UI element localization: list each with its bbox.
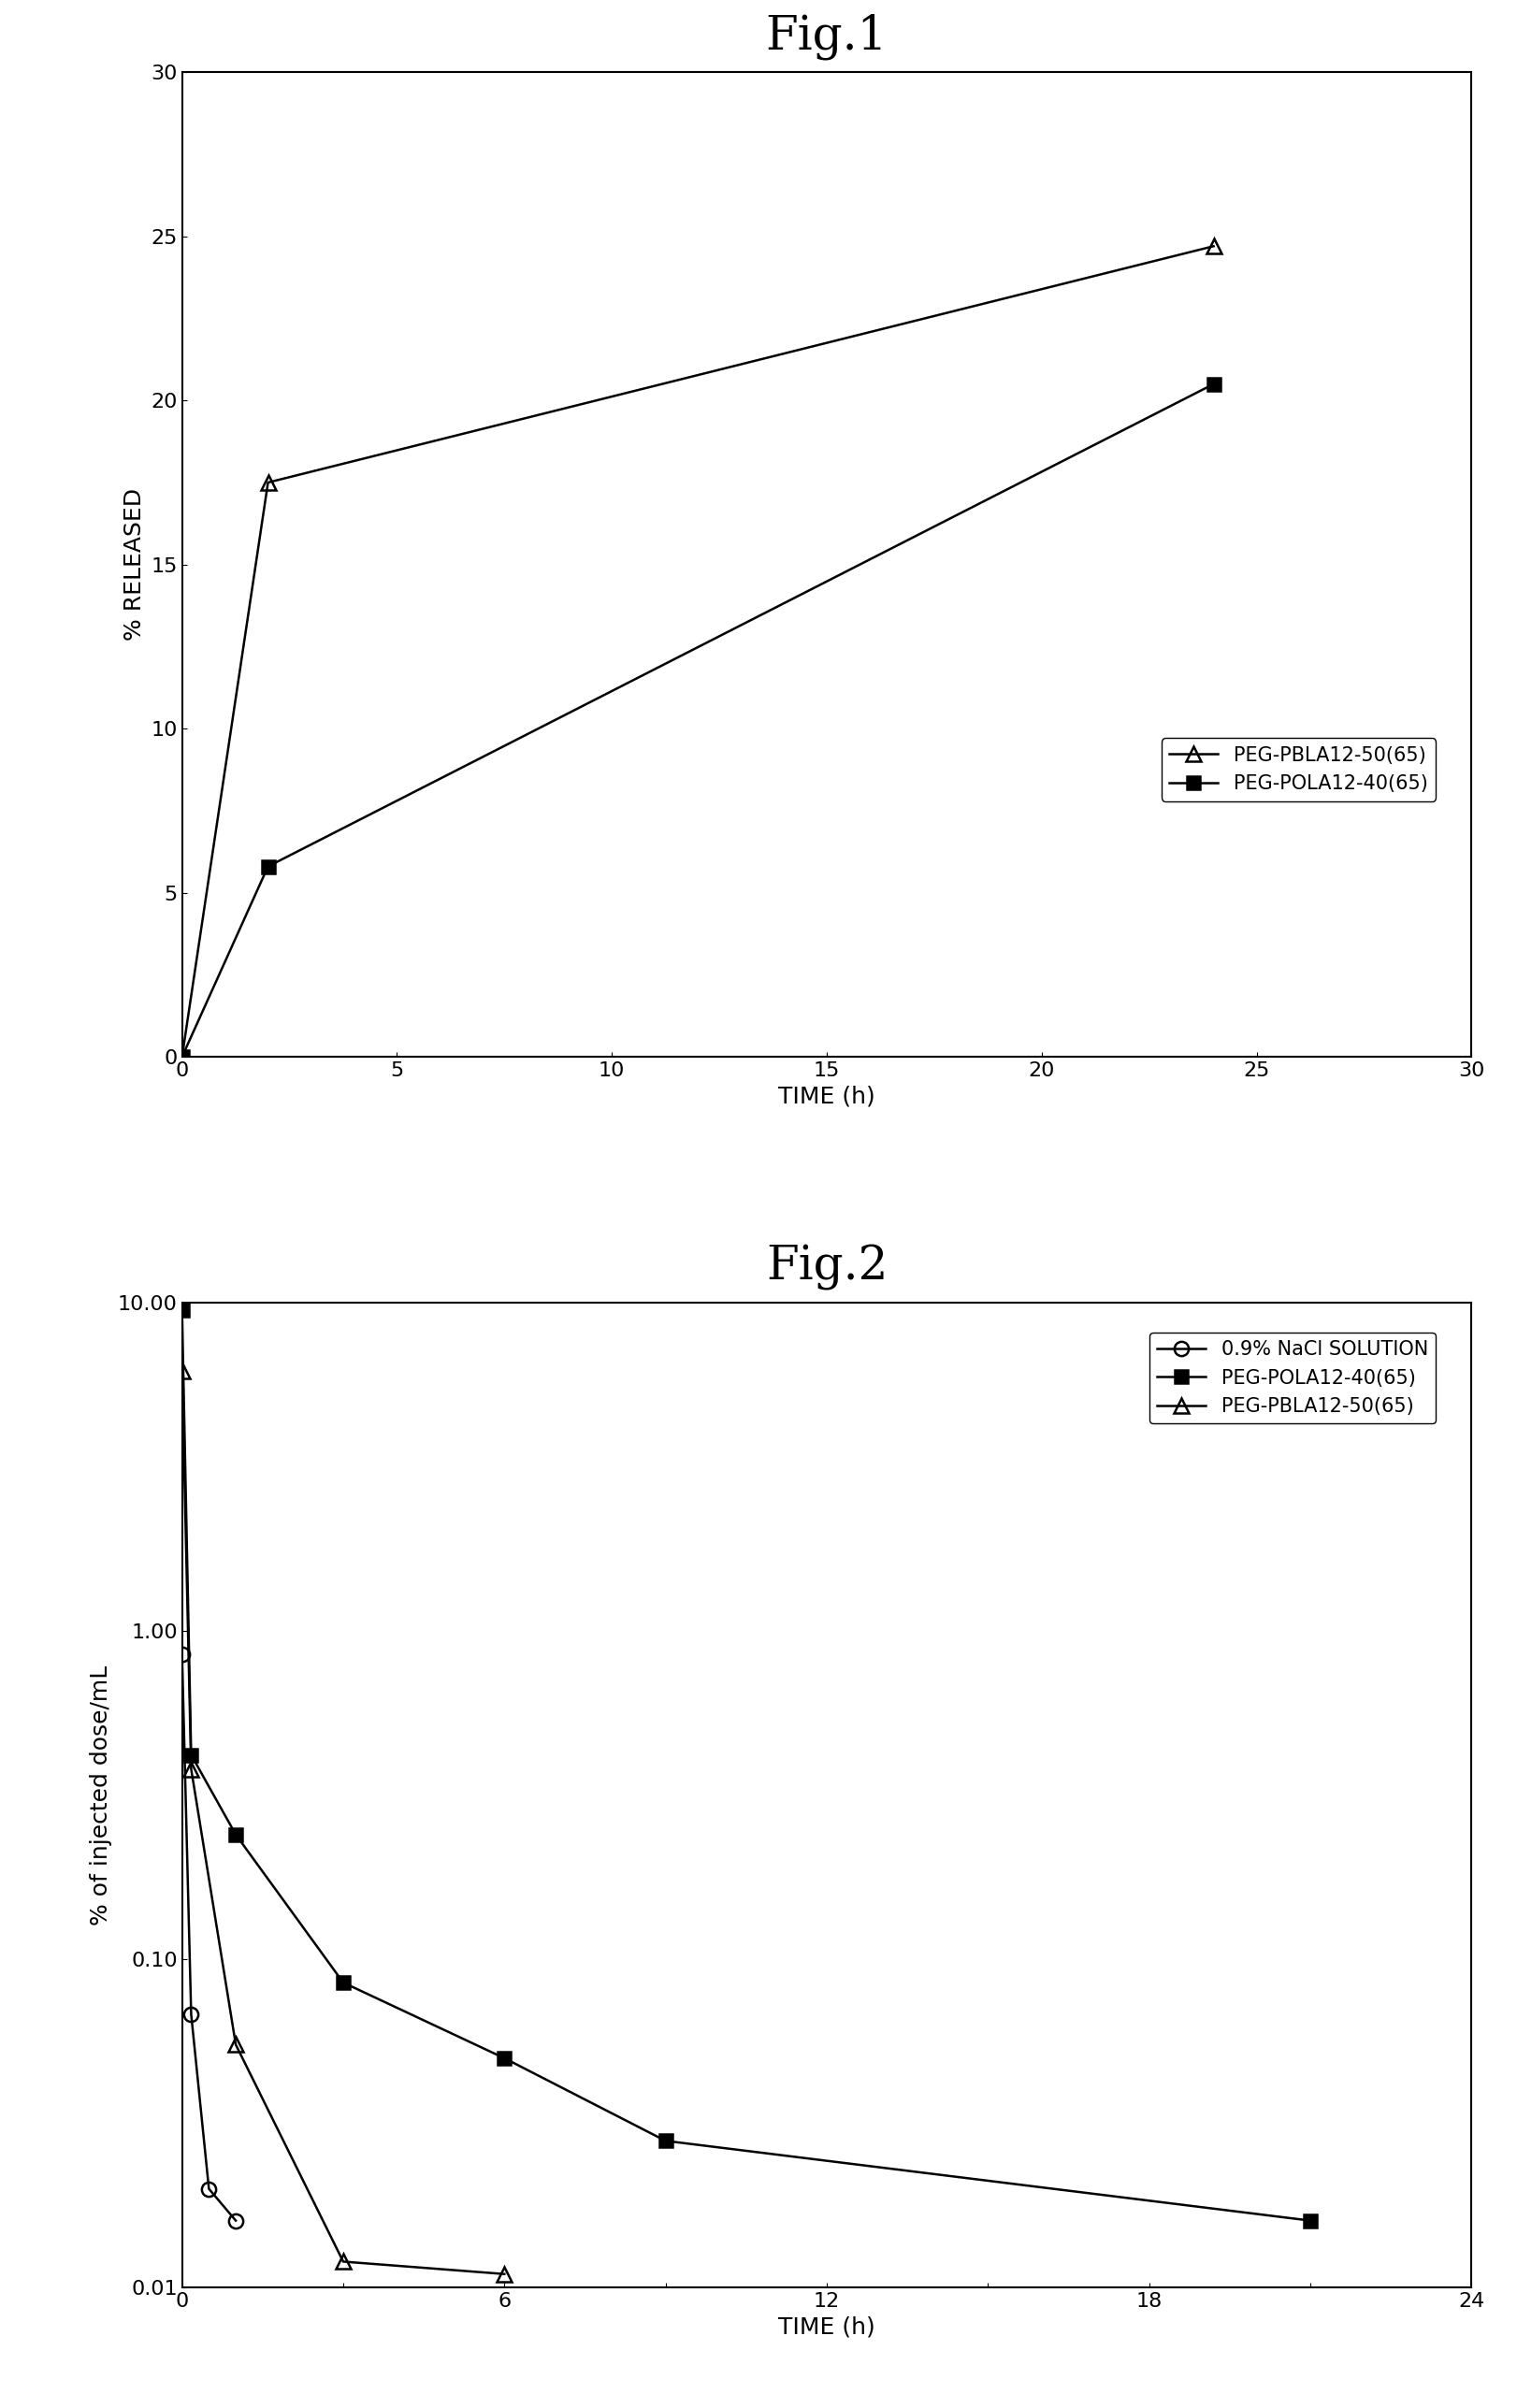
PEG-POLA12-40(65) bbox=[173, 1296, 191, 1324]
PEG-PBLA12-50(65) bbox=[495, 2259, 513, 2288]
Legend: PEG-PBLA12-50(65), PEG-POLA12-40(65): PEG-PBLA12-50(65), PEG-POLA12-40(65) bbox=[1162, 739, 1437, 802]
PEG-PBLA12-50(65) bbox=[182, 1755, 200, 1784]
PEG-POLA12-40(65) bbox=[1302, 2206, 1320, 2235]
PEG-PBLA12-50(65) bbox=[1204, 231, 1223, 260]
PEG-POLA12-40(65) bbox=[657, 2126, 675, 2155]
PEG-PBLA12-50(65) bbox=[173, 1356, 191, 1385]
Line: PEG-PBLA12-50(65): PEG-PBLA12-50(65) bbox=[174, 1363, 511, 2280]
PEG-POLA12-40(65) bbox=[1204, 368, 1223, 397]
PEG-PBLA12-50(65) bbox=[173, 1043, 191, 1072]
Line: PEG-POLA12-40(65): PEG-POLA12-40(65) bbox=[176, 1303, 1317, 2227]
PEG-POLA12-40(65) bbox=[182, 1741, 200, 1770]
Line: PEG-POLA12-40(65): PEG-POLA12-40(65) bbox=[176, 378, 1220, 1064]
0.9% NaCl SOLUTION bbox=[226, 2206, 244, 2235]
Y-axis label: % RELEASED: % RELEASED bbox=[123, 489, 146, 641]
Title: Fig.1: Fig.1 bbox=[766, 14, 887, 60]
Line: 0.9% NaCl SOLUTION: 0.9% NaCl SOLUTION bbox=[174, 1647, 243, 2227]
0.9% NaCl SOLUTION bbox=[182, 2001, 200, 2030]
Y-axis label: % of injected dose/mL: % of injected dose/mL bbox=[90, 1666, 112, 1926]
X-axis label: TIME (h): TIME (h) bbox=[778, 2316, 875, 2338]
PEG-POLA12-40(65) bbox=[173, 1043, 191, 1072]
X-axis label: TIME (h): TIME (h) bbox=[778, 1086, 875, 1108]
PEG-POLA12-40(65) bbox=[495, 2044, 513, 2073]
Title: Fig.2: Fig.2 bbox=[766, 1245, 887, 1291]
PEG-PBLA12-50(65) bbox=[259, 467, 278, 496]
PEG-POLA12-40(65) bbox=[226, 1820, 244, 1849]
0.9% NaCl SOLUTION bbox=[200, 2174, 218, 2203]
Legend: 0.9% NaCl SOLUTION, PEG-POLA12-40(65), PEG-PBLA12-50(65): 0.9% NaCl SOLUTION, PEG-POLA12-40(65), P… bbox=[1150, 1332, 1437, 1423]
PEG-POLA12-40(65) bbox=[334, 1967, 352, 1996]
PEG-POLA12-40(65) bbox=[259, 852, 278, 881]
PEG-PBLA12-50(65) bbox=[226, 2030, 244, 2059]
0.9% NaCl SOLUTION bbox=[173, 1640, 191, 1669]
Line: PEG-PBLA12-50(65): PEG-PBLA12-50(65) bbox=[174, 238, 1221, 1064]
PEG-PBLA12-50(65) bbox=[334, 2247, 352, 2276]
